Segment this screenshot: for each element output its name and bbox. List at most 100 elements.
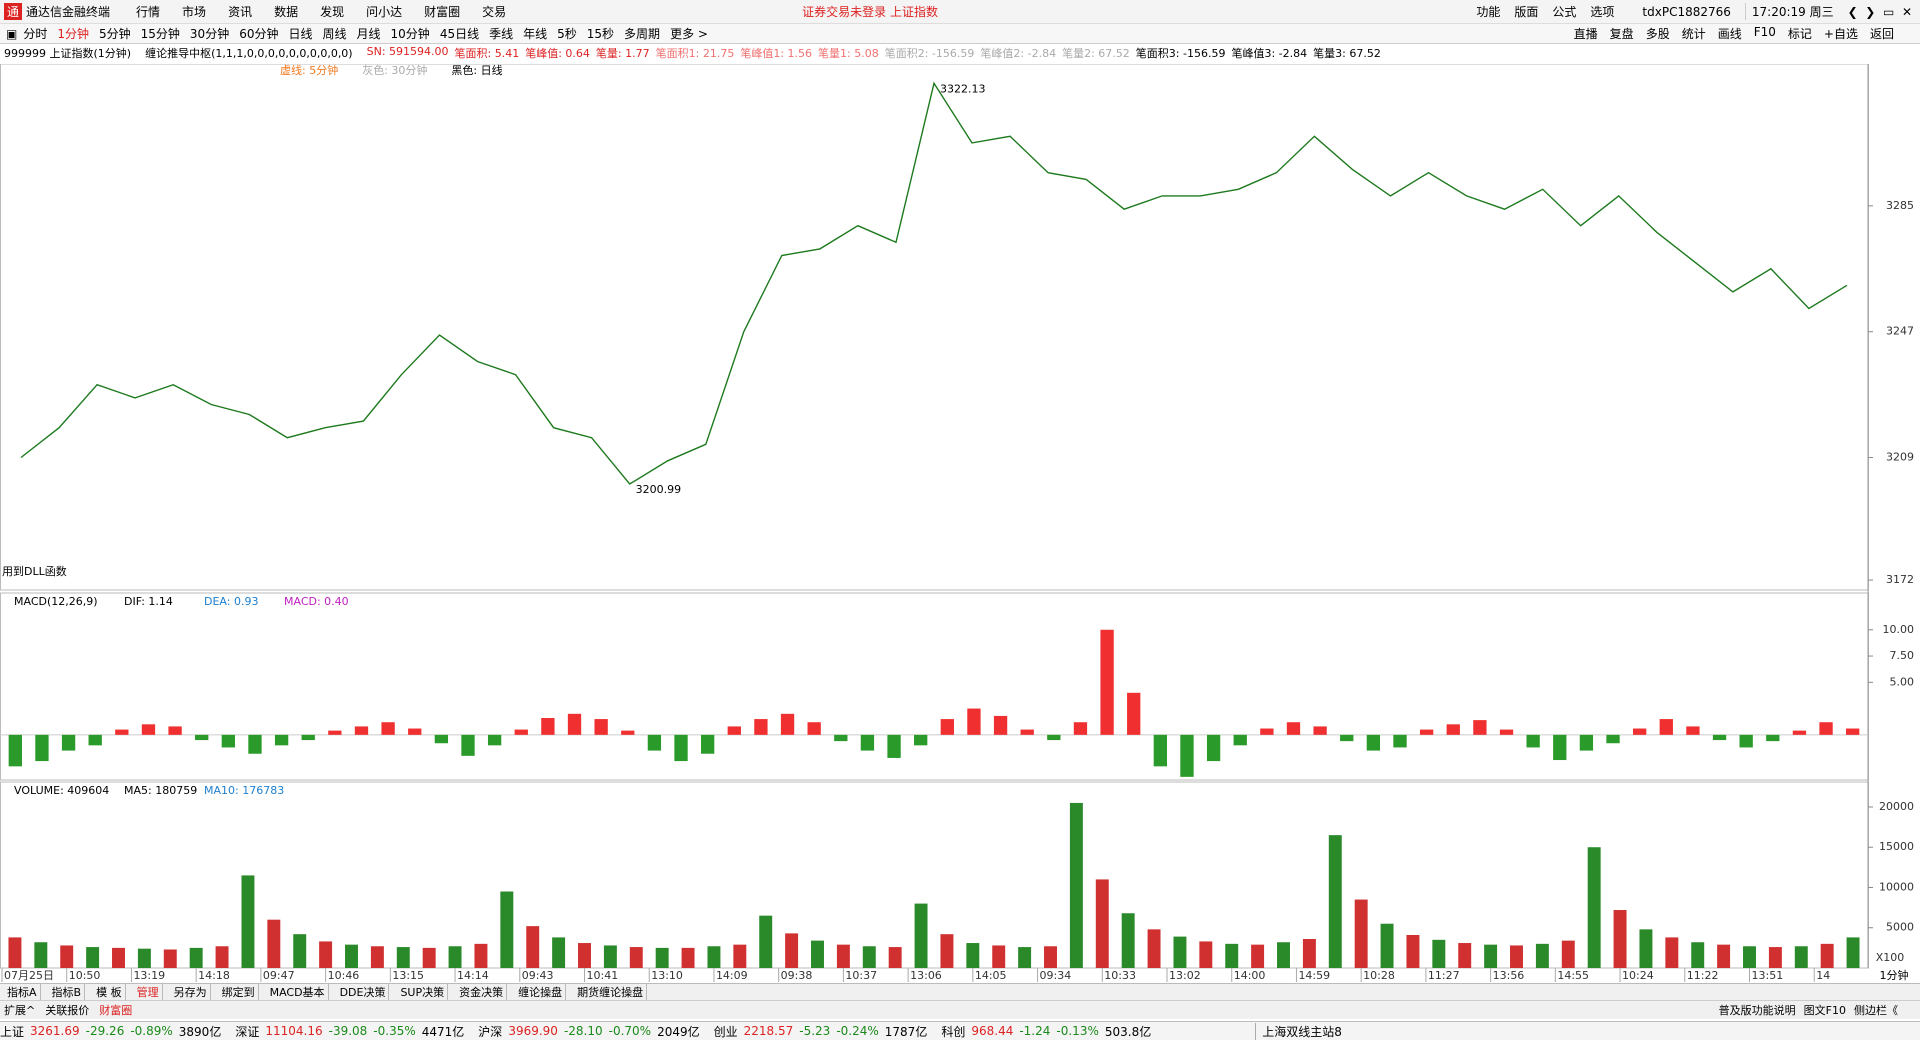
period-tab[interactable]: 10分钟 — [390, 27, 430, 41]
bar — [408, 728, 422, 735]
period-tab[interactable]: 日线 — [288, 27, 313, 41]
status-value: 上证 — [0, 1024, 25, 1039]
tool-button[interactable]: 标记 — [1787, 27, 1812, 41]
period-tab[interactable]: 分时 — [23, 27, 48, 41]
price-line — [20, 81, 1848, 485]
period-tab[interactable]: 60分钟 — [239, 27, 279, 41]
status-value: -28.10 — [563, 1024, 603, 1038]
period-tab[interactable]: 年线 — [523, 27, 548, 41]
tab[interactable]: 财富圈 — [99, 1004, 133, 1017]
tool-button[interactable]: F10 — [1753, 25, 1776, 39]
bar — [1199, 941, 1213, 968]
period-tab[interactable]: 5分钟 — [99, 27, 131, 41]
menu-item[interactable]: 发现 — [320, 5, 345, 19]
sub-tabs: 扩展^ 关联报价 财富圈 普及版功能说明 图文F10 侧边栏《 — [0, 1000, 1920, 1019]
tool-button[interactable]: +自选 — [1823, 27, 1858, 41]
tab[interactable]: 关联报价 — [45, 1004, 90, 1017]
tab[interactable]: DDE决策 — [337, 984, 390, 1000]
tool-button[interactable]: 多股 — [1645, 27, 1670, 41]
tool-button[interactable]: 统计 — [1681, 27, 1706, 41]
x-tick-label: 13:19 — [133, 969, 165, 982]
menu-item[interactable]: 问小达 — [366, 5, 403, 19]
period-tab[interactable]: 5秒 — [557, 27, 577, 41]
tab[interactable]: 绑定到 — [219, 984, 259, 1000]
period-tab[interactable]: 15秒 — [586, 27, 615, 41]
tab[interactable]: 图文F10 — [1803, 1004, 1846, 1017]
tool-button[interactable]: 复盘 — [1609, 27, 1634, 41]
menu-item[interactable]: 版面 — [1514, 5, 1539, 19]
stat: 笔量2: 67.52 — [1062, 47, 1130, 60]
y-tick-label: 5000 — [1886, 921, 1914, 934]
y-tick-label: 3172 — [1886, 573, 1914, 586]
bar — [1792, 730, 1807, 735]
tab[interactable]: 管理 — [134, 984, 163, 1000]
right-menu: 功能 版面 公式 选项 — [1476, 3, 1628, 20]
tab[interactable]: SUP决策 — [397, 984, 449, 1000]
period-tab[interactable]: 多周期 — [624, 27, 661, 41]
menu-item[interactable]: 资讯 — [228, 5, 253, 19]
status-value: 3890亿 — [178, 1024, 222, 1039]
tab[interactable]: 期货缠论操盘 — [574, 984, 648, 1000]
tab[interactable]: MACD基本 — [267, 984, 329, 1000]
tab[interactable]: 指标B — [49, 984, 86, 1000]
window-controls[interactable]: ❮ ❯ ▭ ✕ — [1847, 4, 1912, 19]
x-tick-label: 14:14 — [457, 969, 489, 982]
period-tab[interactable]: 30分钟 — [189, 27, 230, 41]
tab[interactable]: 扩展^ — [4, 1004, 36, 1017]
tab[interactable]: 普及版功能说明 — [1718, 1004, 1796, 1017]
x-tick-label: 11:27 — [1428, 969, 1460, 982]
menu-item[interactable]: 交易 — [482, 5, 507, 19]
status-value: 沪深 — [478, 1024, 503, 1039]
bar — [1613, 910, 1627, 968]
bar — [1739, 734, 1753, 748]
menu-item[interactable]: 功能 — [1476, 5, 1501, 19]
bar — [248, 734, 262, 754]
bar — [1100, 629, 1114, 735]
menu-item[interactable]: 数据 — [274, 5, 299, 19]
period-tab[interactable]: 15分钟 — [140, 27, 180, 41]
period-tab[interactable]: 周线 — [322, 27, 347, 41]
status-value: 科创 — [941, 1024, 966, 1039]
clock: 17:20:19 周三 — [1744, 3, 1834, 20]
bar — [1121, 913, 1135, 968]
bar — [1180, 734, 1194, 777]
period-tab[interactable]: 月线 — [356, 27, 381, 41]
status-value: 4471亿 — [421, 1024, 465, 1039]
panel-header: VOLUME: 409604 — [14, 784, 109, 797]
bar — [707, 946, 721, 968]
period-tab[interactable]: 季线 — [489, 27, 514, 41]
bar — [1047, 734, 1061, 741]
x-tick-label: 14:55 — [1557, 969, 1589, 982]
period-tab[interactable]: 更多 > — [670, 27, 708, 41]
bar — [940, 719, 954, 735]
tool-button[interactable]: 画线 — [1717, 27, 1742, 41]
tab[interactable]: 缠论操盘 — [515, 984, 567, 1000]
tab[interactable]: 模 板 — [93, 984, 126, 1000]
menu-item[interactable]: 市场 — [182, 5, 207, 19]
status-value: -0.35% — [373, 1024, 416, 1038]
status-value: 968.44 — [971, 1024, 1014, 1038]
tab[interactable]: 另存为 — [171, 984, 211, 1000]
status-value: -0.70% — [608, 1024, 652, 1038]
bar — [60, 945, 74, 968]
menu-item[interactable]: 财富圈 — [424, 5, 461, 19]
tab[interactable]: 资金决策 — [456, 984, 508, 1000]
tool-button[interactable]: 返回 — [1869, 27, 1894, 41]
menu-item[interactable]: 行情 — [136, 5, 161, 19]
tab[interactable]: 指标A — [4, 984, 41, 1000]
period-tab[interactable]: 45日线 — [439, 27, 480, 41]
bar — [1712, 734, 1727, 741]
x-tick-label: 14 — [1816, 969, 1830, 982]
icon[interactable]: ▣ — [6, 26, 18, 41]
menu-item[interactable]: 选项 — [1590, 5, 1615, 19]
period-tab[interactable]: 1分钟 — [57, 27, 89, 41]
bar — [370, 946, 384, 968]
x-tick-label: 10:50 — [69, 969, 101, 982]
bar — [1302, 939, 1316, 968]
tab[interactable]: 侧边栏《 — [1854, 1004, 1898, 1017]
bar — [1846, 728, 1860, 735]
bar — [1406, 934, 1420, 968]
y-tick-label: 7.50 — [1890, 649, 1915, 662]
tool-button[interactable]: 直播 — [1573, 27, 1598, 41]
menu-item[interactable]: 公式 — [1552, 5, 1577, 19]
